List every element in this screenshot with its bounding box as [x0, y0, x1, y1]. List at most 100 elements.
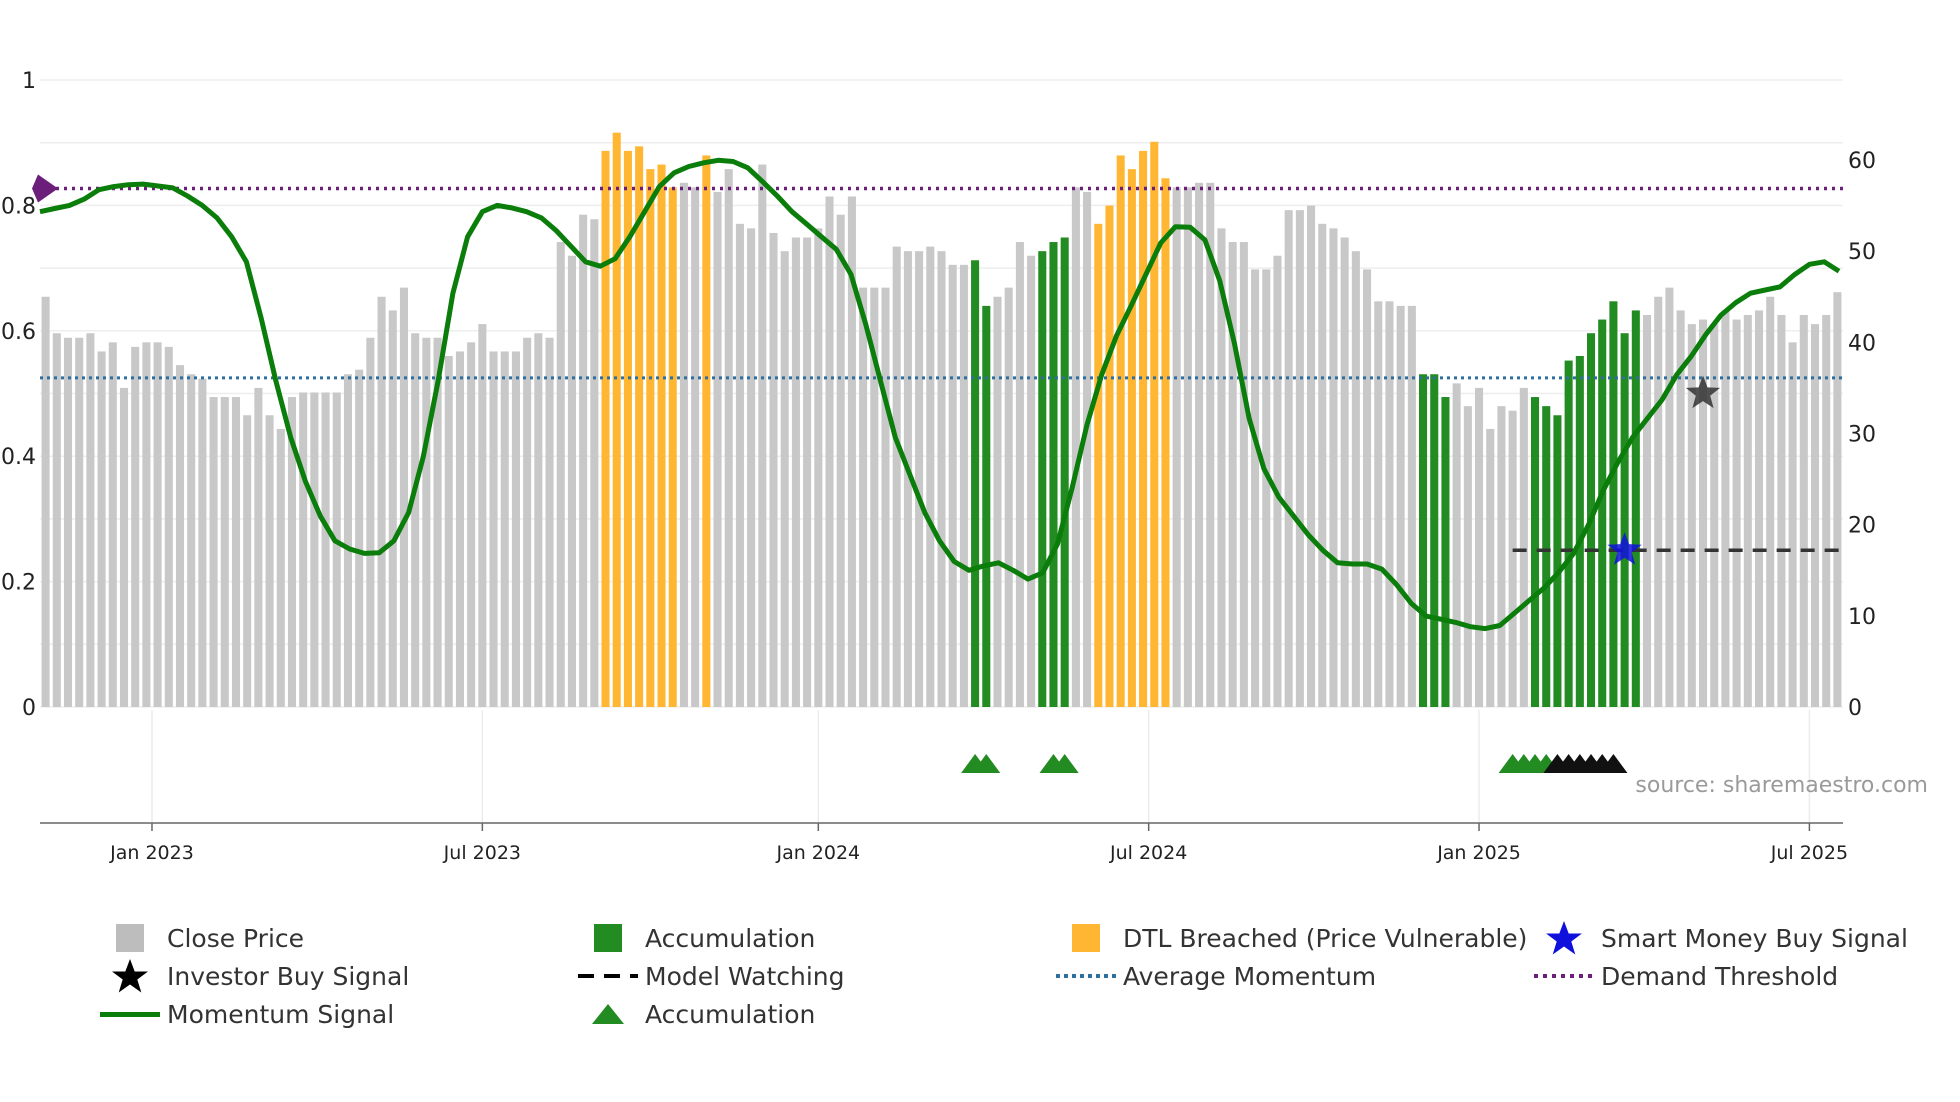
close-price-bar	[1519, 387, 1528, 707]
close-price-bar	[1262, 269, 1271, 707]
dtl-breached-bar	[657, 164, 666, 707]
close-price-bar	[1340, 237, 1349, 707]
close-price-bar	[590, 219, 599, 707]
accumulation-bar	[1430, 374, 1439, 707]
close-price-bar	[1833, 292, 1842, 707]
dtl-breached-bar	[601, 150, 610, 708]
close-price-bar	[1239, 242, 1248, 708]
close-price-bar	[791, 237, 800, 707]
close-price-bar	[937, 251, 946, 707]
close-price-bar	[780, 251, 789, 707]
close-price-bar	[691, 187, 700, 708]
green-triangle-icon	[573, 996, 643, 1032]
close-price-bar	[1766, 296, 1775, 707]
close-price-bar	[366, 337, 375, 707]
close-price-bar	[52, 333, 61, 707]
accumulation-bar	[1419, 374, 1428, 707]
dtl-breached-bar	[1150, 141, 1159, 707]
close-price-bar	[758, 164, 767, 707]
legend-item: Accumulation	[573, 996, 815, 1032]
close-price-bar	[1743, 314, 1752, 707]
x-tick-label: Jan 2024	[775, 842, 860, 864]
close-price-bar	[1083, 191, 1092, 708]
close-price-bar	[1710, 324, 1719, 707]
legend-item: Demand Threshold	[1529, 958, 1838, 994]
accumulation-bar	[1631, 310, 1640, 707]
close-price-bar	[545, 337, 554, 707]
close-price-bar	[892, 246, 901, 707]
close-price-bar	[489, 351, 498, 707]
legend-label: DTL Breached (Price Vulnerable)	[1123, 923, 1528, 953]
close-price-bar	[915, 251, 924, 707]
y-left-tick: 0.8	[1, 194, 36, 219]
close-price-bar	[1004, 287, 1013, 707]
close-price-bar	[332, 392, 341, 707]
close-price-bar	[276, 428, 285, 707]
y-right-tick: 40	[1848, 331, 1876, 356]
close-price-bar	[97, 351, 106, 707]
close-price-bar	[814, 228, 823, 707]
investor-marker	[1599, 754, 1628, 773]
close-price-bar	[1284, 210, 1293, 707]
accumulation-bar	[1553, 415, 1562, 707]
close-price-bar	[343, 374, 352, 707]
close-price-bar	[1206, 182, 1215, 707]
close-price-bar	[1363, 269, 1372, 707]
close-price-bar	[825, 196, 834, 707]
accumulation-bar	[1049, 242, 1058, 708]
accumulation-bar	[1575, 356, 1584, 707]
dtl-breached-bar	[1127, 169, 1136, 707]
close-price-bar	[1396, 305, 1405, 707]
y-left-tick: 1	[22, 69, 36, 94]
legend-label: Average Momentum	[1123, 961, 1377, 991]
close-price-bar	[511, 351, 520, 707]
x-tick-label: Jul 2024	[1109, 842, 1187, 864]
close-price-bar	[1273, 255, 1282, 707]
close-price-bar	[299, 392, 308, 707]
dtl-breached-bar	[646, 169, 655, 707]
legend-label: Close Price	[167, 923, 305, 953]
legend-item: Close Price	[95, 920, 304, 956]
close-price-bar	[1777, 314, 1786, 707]
accumulation-bar	[1598, 319, 1607, 707]
close-price-bar	[881, 287, 890, 707]
legend-label: Accumulation	[645, 999, 816, 1029]
green-square-icon	[573, 920, 643, 956]
legend-label: Demand Threshold	[1601, 961, 1839, 991]
close-price-bar	[1687, 324, 1696, 707]
close-price-bar	[254, 387, 263, 707]
close-price-bar	[1307, 205, 1316, 708]
y-right-tick: 10	[1848, 605, 1876, 630]
close-price-bar	[847, 196, 856, 707]
dtl-breached-bar	[612, 132, 621, 707]
indicator-lines	[32, 157, 1843, 632]
close-price-bar	[948, 264, 957, 707]
legend: Close Price Investor Buy Signal Momentum S…	[95, 920, 1935, 1040]
legend-item: Smart Money Buy Signal	[1529, 920, 1908, 956]
close-price-bar	[567, 255, 576, 707]
accumulation-marker	[972, 754, 1001, 773]
close-price-bar	[187, 374, 196, 707]
accumulation-bar	[982, 305, 991, 707]
legend-item: Model Watching	[573, 958, 845, 994]
dtl-breached-bar	[702, 155, 711, 708]
close-price-bar	[713, 191, 722, 708]
close-price-bar	[1183, 187, 1192, 708]
source-note: source: sharemaestro.com	[1635, 773, 1928, 798]
close-price-bar	[1385, 301, 1394, 707]
close-price-bar	[388, 310, 397, 707]
y-right-tick: 30	[1848, 423, 1876, 448]
orange-square-icon	[1051, 920, 1121, 956]
close-price-bar	[287, 397, 297, 707]
close-price-bar	[747, 228, 756, 707]
close-price-bar	[735, 223, 744, 708]
close-price-bar	[579, 214, 588, 707]
accumulation-bar	[1060, 237, 1069, 707]
legend-item: DTL Breached (Price Vulnerable)	[1051, 920, 1527, 956]
close-price-bar	[444, 356, 453, 707]
dtl-breached-bar	[635, 146, 644, 707]
close-price-bar	[131, 346, 140, 707]
close-price-bar	[1463, 406, 1472, 707]
close-price-bar	[1788, 342, 1797, 707]
